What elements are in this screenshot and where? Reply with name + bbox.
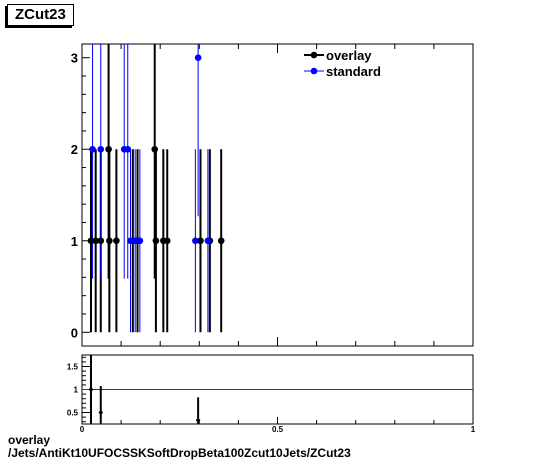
overlay-data-point [197,237,204,245]
overlay-data-point [92,237,99,245]
standard-data-point [89,145,96,153]
overlay-data-point [217,237,225,245]
legend-standard-marker [310,67,318,75]
ratio-x-tick-label: 0 [80,425,85,434]
ratio-x-tick-label: 0.5 [272,425,284,434]
legend-overlay-label: overlay [326,48,372,63]
overlay-data-point [152,237,160,245]
standard-data-point [192,237,199,245]
legend-overlay-marker [310,51,318,59]
overlay-data-point [106,237,113,245]
ratio-x-tick-label: 1 [471,425,476,434]
main-data-points [87,54,225,245]
footer-sample-label: overlay [8,433,51,447]
overlay-data-point [105,145,112,153]
standard-data-point [124,145,132,153]
overlay-data-point [163,237,171,245]
standard-data-point [127,237,134,245]
standard-data-point [204,237,212,245]
ratio-data-points [82,355,473,424]
main-error-bars [89,44,223,333]
standard-data-point [136,237,144,245]
legend: overlay standard [304,48,381,79]
ratio-axes: 0.511.50 0.5 1 [67,356,476,434]
y-tick-label: 1 [71,234,78,249]
standard-data-point [97,145,105,153]
overlay-data-point [97,237,105,245]
footer-histogram-path: /Jets/AntiKt10UFOCSSKSoftDropBeta100Zcut… [8,446,351,460]
standard-data-point [131,237,139,245]
histogram-title: ZCut23 [7,4,74,26]
overlay-data-point [113,237,120,245]
overlay-data-point [87,237,95,245]
y-tick-label: 2 [71,142,78,157]
legend-standard-label: standard [326,64,381,79]
ratio-y-tick-label: 0.5 [67,409,79,418]
main-axes: 0 1 2 3 [71,44,474,346]
y-tick-label: 3 [71,51,78,66]
y-tick-label: 0 [71,325,78,340]
main-plot-frame [81,43,474,347]
standard-data-point [194,54,202,62]
ratio-y-tick-label: 1 [74,386,79,395]
overlay-data-point [151,145,159,153]
ratio-y-tick-label: 1.5 [67,363,79,372]
